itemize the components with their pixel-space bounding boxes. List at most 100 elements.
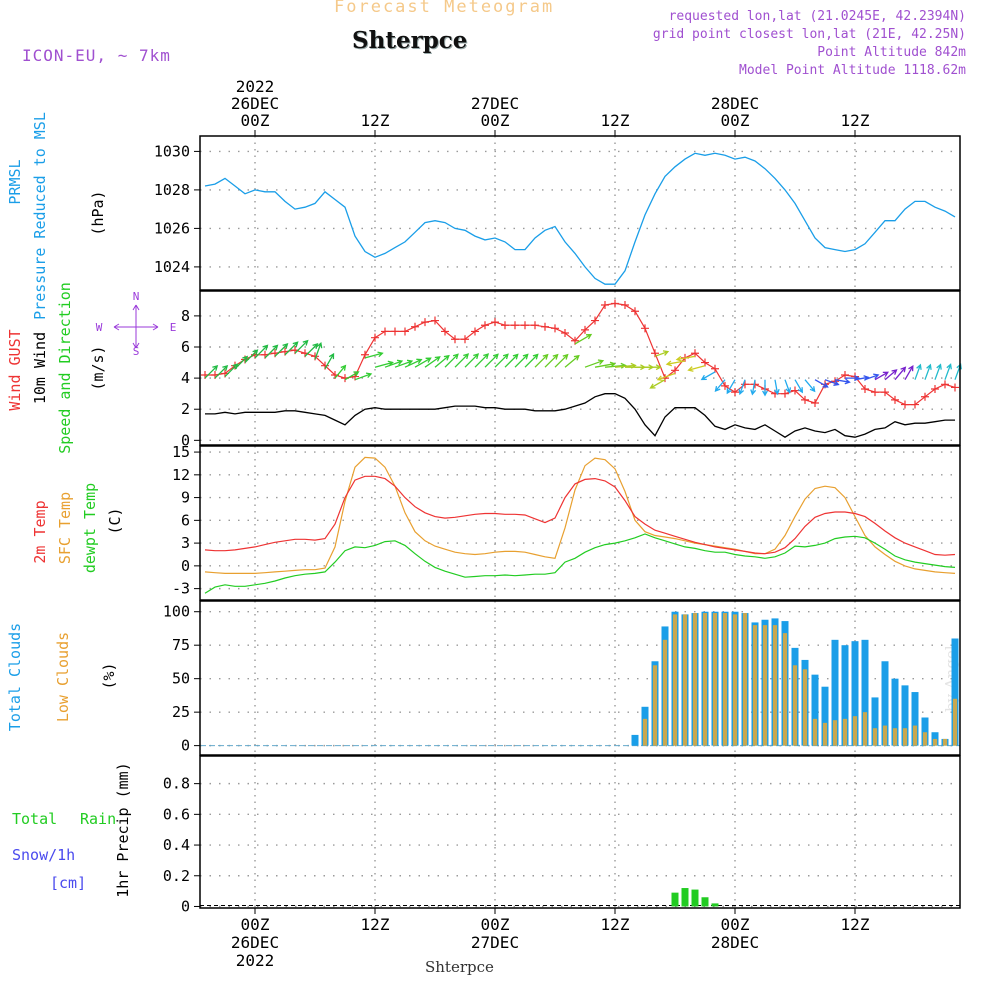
gust-marker xyxy=(861,385,869,393)
wind-direction-arrow xyxy=(374,360,394,368)
wind-direction-arrow xyxy=(649,379,666,389)
low-cloud-bar xyxy=(762,625,768,746)
wind-direction-arrow xyxy=(404,358,423,368)
low-cloud-bar xyxy=(952,698,958,746)
rain-bar xyxy=(711,903,719,907)
gust-marker xyxy=(421,318,429,327)
wind-direction-arrow xyxy=(514,353,529,368)
wind-direction-arrow xyxy=(604,362,627,369)
sfc-temp-line xyxy=(204,456,956,575)
gust-marker xyxy=(671,366,679,375)
wind-direction-arrow xyxy=(354,372,373,381)
gust-marker xyxy=(791,386,799,395)
wind-direction-arrow xyxy=(324,352,335,370)
wind-direction-arrow xyxy=(414,357,432,368)
wind-direction-arrow xyxy=(594,361,617,368)
wind-direction-arrow xyxy=(384,359,404,368)
wind-direction-arrow xyxy=(474,353,490,368)
wind-direction-arrow xyxy=(714,379,726,393)
panel-2-frame xyxy=(199,290,961,446)
wind-direction-arrow xyxy=(700,371,716,381)
panel-1-grid xyxy=(200,136,960,290)
y-tick-label: 1028 xyxy=(154,181,190,199)
gust-marker xyxy=(601,301,609,309)
wind-direction-arrow xyxy=(904,365,914,381)
y-tick-label: 0.6 xyxy=(163,805,190,823)
y-tick-label: 6 xyxy=(181,511,190,529)
panel-5-frame xyxy=(199,755,961,909)
gust-marker xyxy=(951,383,959,392)
y-tick-label: 1030 xyxy=(154,142,190,160)
gust-marker xyxy=(931,385,939,393)
wind-direction-arrow xyxy=(675,355,696,362)
low-cloud-bar xyxy=(902,728,908,746)
gust-marker xyxy=(431,316,439,325)
wind-gust-label: Wind GUST xyxy=(6,329,24,410)
app-title: Forecast Meteogram xyxy=(334,0,555,17)
y-tick-label: 0.4 xyxy=(163,836,190,854)
wind-direction-arrow xyxy=(244,349,259,364)
wind-direction-arrow xyxy=(284,341,299,356)
wind-direction-arrow xyxy=(294,339,309,354)
time-label-bottom: 00Z xyxy=(481,915,510,934)
low-cloud-bar xyxy=(812,718,818,746)
location-title: Shterpce xyxy=(352,27,468,54)
low-cloud-bar xyxy=(642,718,648,746)
dewpoint-line xyxy=(204,533,956,594)
total-cloud-bar xyxy=(851,641,859,746)
wind-direction-arrow xyxy=(564,354,580,368)
low-cloud-bar xyxy=(892,728,898,746)
wind-direction-arrow xyxy=(334,364,347,379)
gust-marker xyxy=(441,327,449,336)
y-tick-label: 6 xyxy=(181,338,190,356)
wind-direction-arrow xyxy=(454,353,470,368)
total-cloud-bar xyxy=(881,661,889,746)
y-tick-label: 0.2 xyxy=(163,867,190,885)
gust-marker xyxy=(611,299,619,308)
wind-direction-arrow xyxy=(894,366,907,381)
y-tick-label: 8 xyxy=(181,307,190,325)
total-cloud-bar xyxy=(921,717,929,746)
compass-rose xyxy=(113,304,159,349)
wind-direction-arrow xyxy=(504,353,519,368)
gust-marker xyxy=(631,307,639,316)
gust-marker xyxy=(871,388,879,397)
wind-direction-arrow xyxy=(834,378,851,385)
snow-unit-label: [cm] xyxy=(50,874,86,892)
y-tick-label: 75 xyxy=(172,636,190,654)
gust-marker xyxy=(691,349,699,358)
y-tick-label: 12 xyxy=(172,466,190,484)
gust-marker xyxy=(911,400,919,409)
wind-direction-arrow xyxy=(934,363,942,380)
low-cloud-bar xyxy=(862,712,868,746)
low-cloud-bar xyxy=(792,665,798,746)
gust-marker xyxy=(501,321,509,330)
total-cloud-bar xyxy=(871,697,879,746)
total-cloud-bar xyxy=(831,639,839,746)
gust-marker xyxy=(521,321,529,330)
wind-10m-label: 10m Wind xyxy=(31,332,49,404)
low-cloud-bar xyxy=(712,613,718,746)
gust-marker xyxy=(511,321,519,330)
pressure-label-prmsl: PRMSL xyxy=(6,159,24,204)
low-cloud-bar xyxy=(942,738,948,746)
y-tick-label: 3 xyxy=(181,534,190,552)
snow-label: Snow/1h xyxy=(12,846,75,864)
gust-marker xyxy=(741,380,749,389)
gust-marker xyxy=(451,335,459,344)
low-cloud-bar xyxy=(832,720,838,746)
wind-direction-arrow xyxy=(814,379,829,388)
low-cloud-bar xyxy=(752,625,758,746)
time-label-bottom: 12Z xyxy=(841,915,870,934)
gust-line xyxy=(205,302,956,406)
y-tick-label: 100 xyxy=(163,603,190,621)
gust-marker xyxy=(811,399,819,407)
footer-location: Shterpce xyxy=(425,958,494,976)
wind-direction-arrow xyxy=(214,364,229,379)
gust-marker xyxy=(941,380,949,389)
total-cloud-bar xyxy=(891,678,899,746)
gust-marker xyxy=(471,327,479,336)
gust-marker xyxy=(591,316,599,325)
low-clouds-label: Low Clouds xyxy=(54,632,72,722)
pressure-unit: (hPa) xyxy=(89,190,107,235)
